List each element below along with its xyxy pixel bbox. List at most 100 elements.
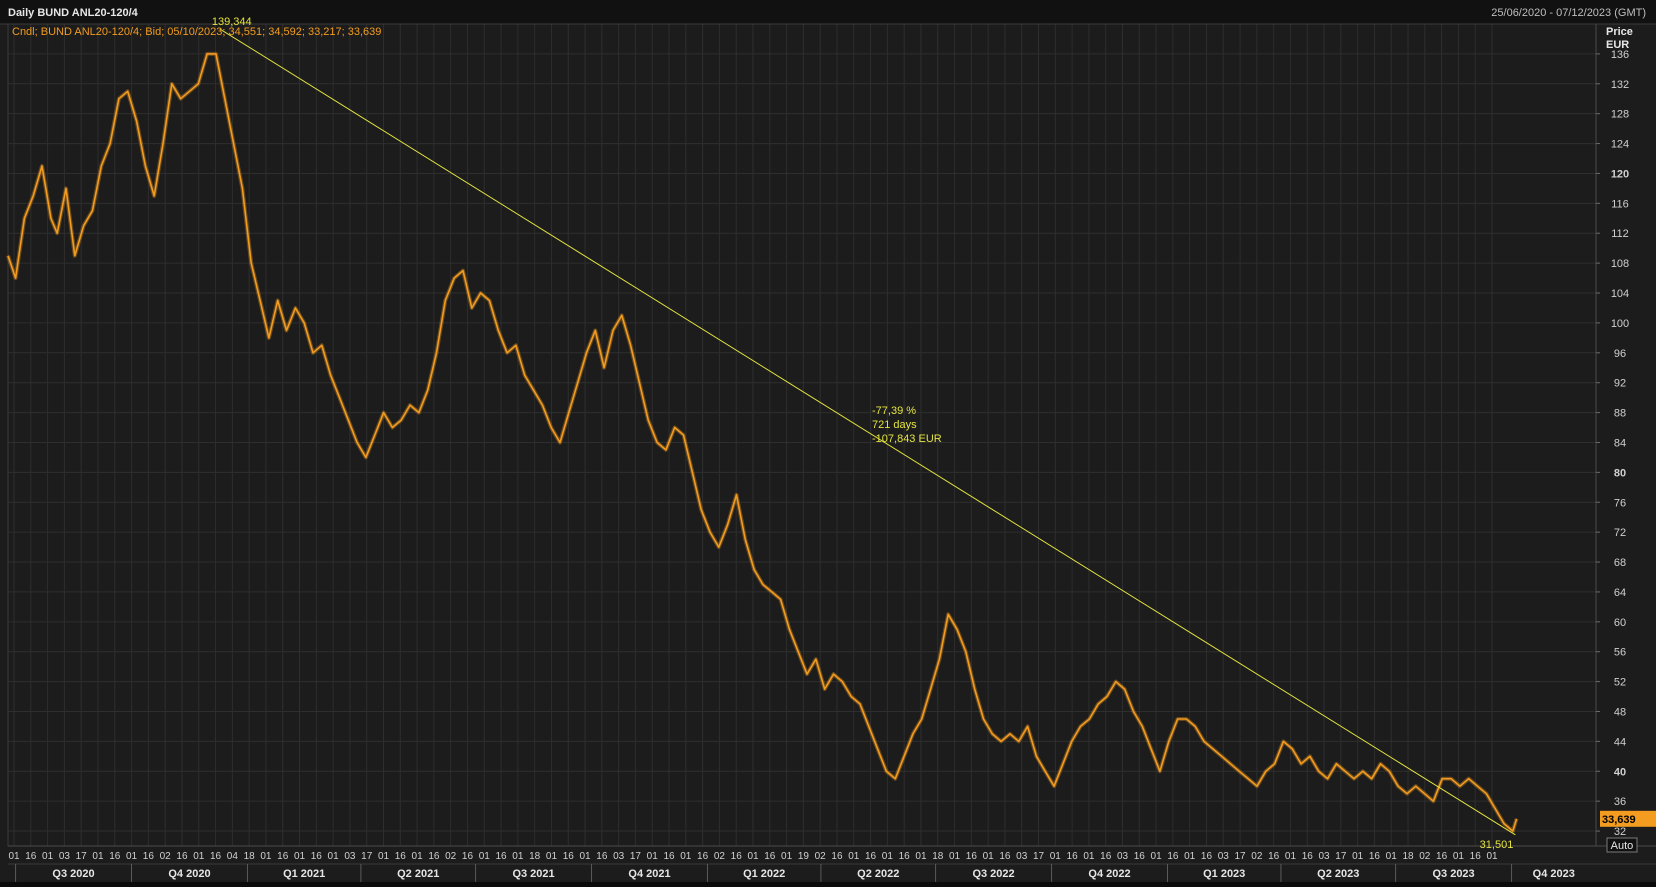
time-tick-label: 16 [428, 851, 440, 862]
time-tick-label: 02 [445, 851, 457, 862]
time-tick-label: 02 [160, 851, 172, 862]
time-tick-label: 03 [1318, 851, 1330, 862]
low-label: 31,501 [1480, 839, 1514, 851]
time-tick-label: 01 [1184, 851, 1196, 862]
time-tick-label: 16 [1268, 851, 1280, 862]
time-tick-label: 18 [1402, 851, 1414, 862]
trendline[interactable] [219, 28, 1516, 836]
time-tick-label: 16 [1369, 851, 1381, 862]
quarter-label: Q2 2023 [1317, 868, 1359, 880]
price-tick-label: 40 [1614, 766, 1626, 778]
price-tick-label: 48 [1614, 706, 1626, 718]
price-tick-label: 64 [1614, 587, 1626, 599]
time-tick-label: 16 [176, 851, 188, 862]
time-tick-label: 17 [1235, 851, 1247, 862]
auto-scale-label[interactable]: Auto [1611, 840, 1634, 852]
price-tick-label: 104 [1611, 288, 1629, 300]
time-tick-label: 16 [1100, 851, 1112, 862]
time-tick-label: 03 [1218, 851, 1230, 862]
quarter-label: Q1 2023 [1203, 868, 1245, 880]
time-tick-label: 16 [496, 851, 508, 862]
time-tick-label: 01 [1453, 851, 1465, 862]
price-tick-label: 88 [1614, 408, 1626, 420]
time-tick-label: 01 [915, 851, 927, 862]
quarter-label: Q4 2023 [1533, 868, 1575, 880]
trendline-layer[interactable] [219, 28, 1516, 836]
time-tick-label: 02 [1419, 851, 1431, 862]
price-tick-label: 108 [1611, 258, 1629, 270]
time-tick-label: 16 [899, 851, 911, 862]
time-tick-label: 18 [932, 851, 944, 862]
time-tick-label: 16 [1201, 851, 1213, 862]
time-tick-label: 01 [8, 851, 20, 862]
quarter-label: Q3 2020 [52, 868, 94, 880]
price-axis-header: Price [1606, 26, 1633, 38]
time-tick-label: 01 [949, 851, 961, 862]
last-price-label: 33,639 [1602, 814, 1636, 826]
price-tick-label: 36 [1614, 796, 1626, 808]
time-tick-label: 01 [1285, 851, 1297, 862]
price-tick-label: 68 [1614, 557, 1626, 569]
trend-days: 721 days [872, 419, 917, 431]
quarter-label: Q3 2022 [972, 868, 1014, 880]
time-tick-label: 02 [815, 851, 827, 862]
price-tick-label: 116 [1611, 198, 1629, 210]
price-tick-label: 76 [1614, 497, 1626, 509]
quarter-label: Q1 2021 [283, 868, 325, 880]
time-tick-label: 17 [361, 851, 373, 862]
time-tick-label: 01 [848, 851, 860, 862]
price-tick-label: 72 [1614, 527, 1626, 539]
time-tick-label: 01 [747, 851, 759, 862]
time-tick-label: 16 [1067, 851, 1079, 862]
time-tick-label: 02 [1251, 851, 1263, 862]
quarter-label: Q4 2020 [168, 868, 210, 880]
time-tick-label: 16 [697, 851, 709, 862]
quarter-label: Q3 2023 [1432, 868, 1474, 880]
price-tick-label: 136 [1611, 49, 1629, 61]
price-axis-currency: EUR [1606, 39, 1629, 51]
time-tick-label: 03 [1016, 851, 1028, 862]
time-tick-label: 16 [143, 851, 155, 862]
time-tick-label: 03 [344, 851, 356, 862]
time-tick-label: 16 [311, 851, 323, 862]
high-label: 139,344 [212, 16, 252, 28]
time-tick-label: 01 [781, 851, 793, 862]
quarter-label: Q2 2021 [397, 868, 439, 880]
time-tick-label: 03 [613, 851, 625, 862]
legend-text: Cndl; BUND ANL20-120/4; Bid; 05/10/2023;… [12, 26, 381, 38]
time-tick-label: 01 [1083, 851, 1095, 862]
price-tick-label: 100 [1611, 318, 1629, 330]
trend-percent: -77,39 % [872, 405, 916, 417]
time-tick-label: 03 [1117, 851, 1129, 862]
trend-eur: -107,843 EUR [872, 433, 942, 445]
title-bar [0, 0, 1656, 24]
price-tick-label: 44 [1614, 736, 1626, 748]
quarter-label: Q3 2021 [512, 868, 554, 880]
time-tick-label: 01 [378, 851, 390, 862]
date-range: 25/06/2020 - 07/12/2023 (GMT) [1491, 7, 1646, 19]
price-tick-label: 56 [1614, 647, 1626, 659]
time-tick-label: 16 [210, 851, 222, 862]
time-tick-label: 16 [999, 851, 1011, 862]
time-tick-label: 18 [244, 851, 256, 862]
time-tick-label: 16 [1302, 851, 1314, 862]
price-tick-label: 128 [1611, 109, 1629, 121]
time-tick-label: 16 [966, 851, 978, 862]
time-tick-label: 01 [1486, 851, 1498, 862]
time-tick-label: 16 [865, 851, 877, 862]
time-tick-label: 16 [25, 851, 37, 862]
time-tick-label: 01 [647, 851, 659, 862]
price-tick-label: 52 [1614, 677, 1626, 689]
price-tick-label: 124 [1611, 139, 1629, 151]
time-tick-label: 01 [512, 851, 524, 862]
auto-scale-button[interactable] [1606, 837, 1638, 853]
time-ticks: 01 16 01 03 17 01 16 01 16 02 16 01 16 04 18 01 16 01 16 01… [8, 851, 1498, 862]
quarter-label: Q1 2022 [743, 868, 785, 880]
quarter-label: Q4 2021 [628, 868, 670, 880]
time-tick-label: 03 [59, 851, 71, 862]
chart-title: Daily BUND ANL20-120/4 [8, 7, 139, 19]
time-tick-label: 01 [546, 851, 558, 862]
time-tick-label: 01 [479, 851, 491, 862]
time-tick-label: 01 [328, 851, 340, 862]
